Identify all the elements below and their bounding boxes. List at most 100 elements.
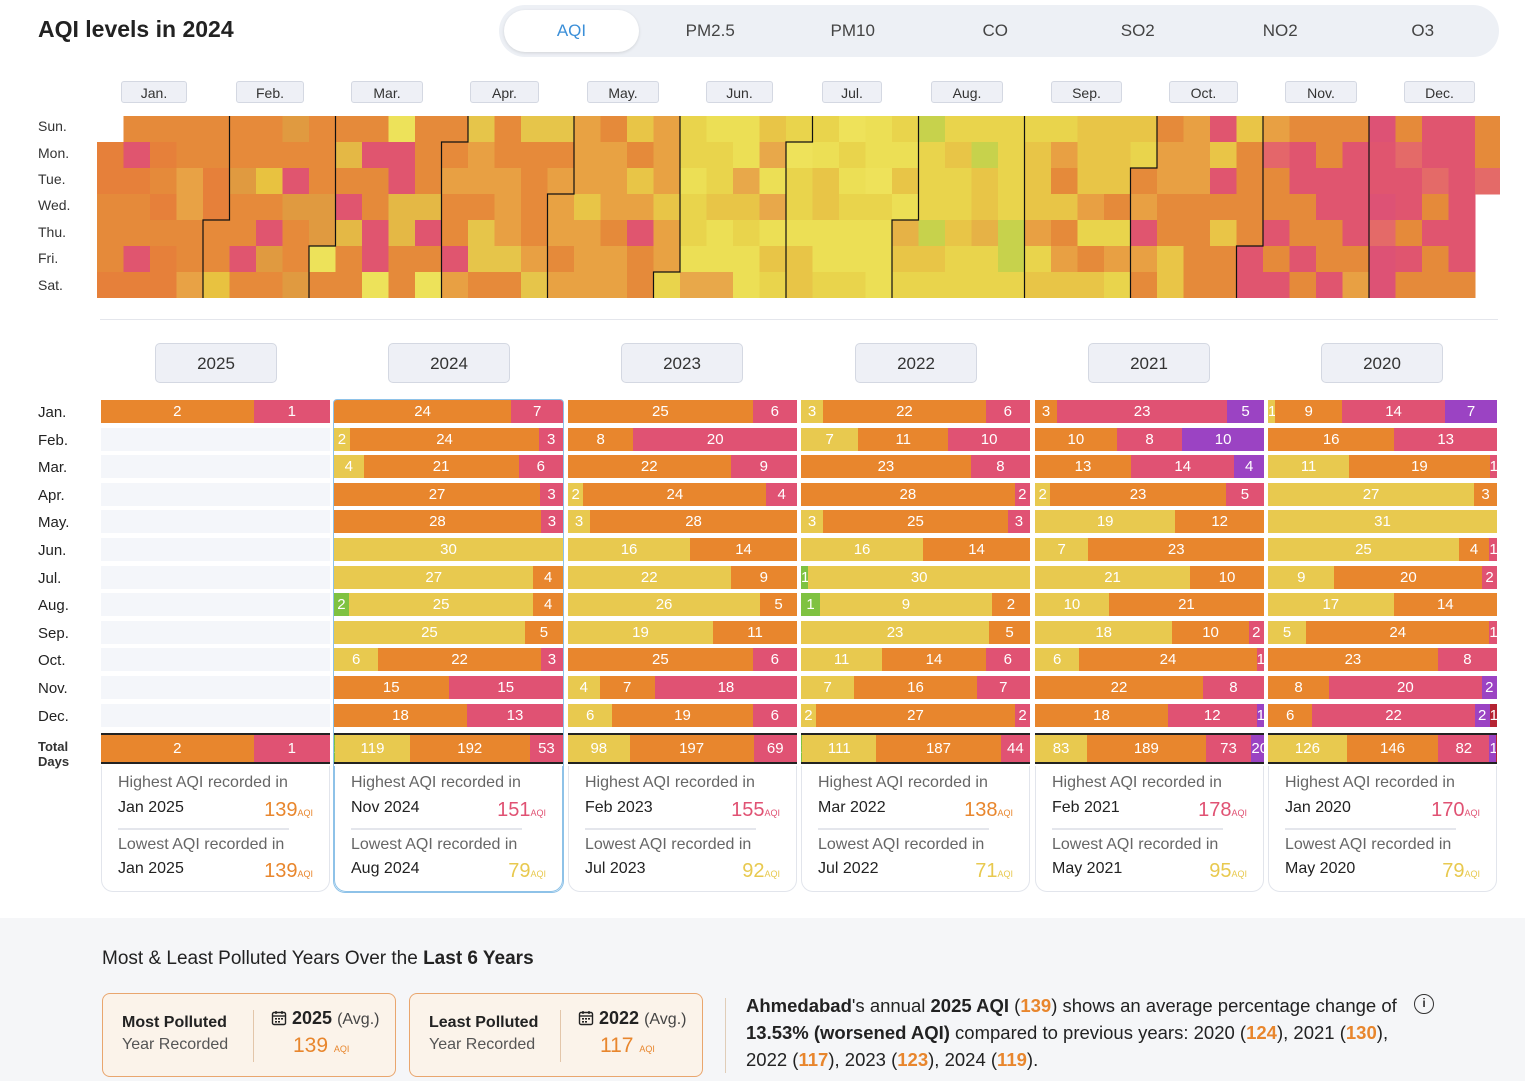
lowest-value: 139AQI <box>264 860 313 883</box>
heatmap-month-8: Aug. <box>931 81 1003 103</box>
heatmap-cell <box>1263 272 1290 298</box>
highest-value: 138AQI <box>964 799 1013 822</box>
heatmap-cell <box>733 272 760 298</box>
heatmap-cell <box>998 194 1025 221</box>
month-bar: 25 4 1 <box>1268 538 1497 561</box>
aqi-unit: AQI <box>297 869 313 879</box>
summary-change: 13.53% (worsened AQI) <box>746 1022 950 1043</box>
tab-pm10[interactable]: PM10 <box>830 21 875 40</box>
heatmap-cell <box>945 194 972 221</box>
segment-orange: 10 <box>1035 428 1117 451</box>
heatmap-cell <box>468 272 495 298</box>
segment-red: 14 <box>1131 455 1235 478</box>
least-polluted-sub: Year Recorded <box>429 1036 536 1053</box>
segment-red: 8 <box>1116 428 1183 451</box>
tab-co[interactable]: CO <box>982 21 1009 40</box>
heatmap-cell <box>945 168 972 195</box>
month-boundary <box>785 116 814 298</box>
heatmap-cell <box>176 220 204 247</box>
heatmap-cell <box>600 194 628 221</box>
summary-text: compared to previous years: <box>949 1022 1194 1043</box>
heatmap-cell <box>786 220 813 247</box>
info-icon[interactable]: i <box>1414 994 1434 1014</box>
segment-orange: 16 <box>854 676 977 699</box>
heatmap-cell <box>1289 142 1317 169</box>
segment-yellow: 1 <box>1268 400 1276 423</box>
month-bar: 22 8 <box>1035 676 1264 699</box>
tab-aqi[interactable]: AQI <box>504 10 639 52</box>
month-bar <box>101 566 330 589</box>
heatmap-month-11: Nov. <box>1285 81 1357 103</box>
month-boundary <box>546 116 575 298</box>
heatmap-cell <box>1210 142 1237 169</box>
heatmap-cell <box>1210 116 1237 143</box>
aqi-unit: AQI <box>639 1044 655 1054</box>
heatmap-cell <box>415 168 442 195</box>
heatmap-cell <box>1395 272 1423 298</box>
heatmap-cell <box>1104 168 1131 195</box>
tab-o3[interactable]: O3 <box>1411 21 1435 40</box>
heatmap-cell <box>547 194 575 221</box>
heatmap-cell <box>441 194 469 221</box>
heatmap-cell <box>176 168 204 195</box>
month-bar: 19 12 <box>1035 510 1264 533</box>
segment-orange: 16 <box>1268 428 1395 451</box>
highest-date: Jan 2025 <box>118 799 184 816</box>
year-button-2021[interactable]: 2021 <box>1088 343 1210 383</box>
heatmap-cell <box>415 142 442 169</box>
month-bar: 21 10 <box>1035 566 1264 589</box>
tab-so2[interactable]: SO2 <box>1120 21 1155 40</box>
heatmap-cell <box>998 272 1025 298</box>
heatmap-cell <box>150 168 177 195</box>
year-button-2020[interactable]: 2020 <box>1321 343 1443 383</box>
lowest-title: Lowest AQI recorded in <box>1285 836 1452 853</box>
heatmap-cell <box>229 194 257 221</box>
heatmap-cell <box>839 194 866 221</box>
heatmap-cell <box>1448 194 1476 221</box>
segment-purple: 1 <box>1256 704 1264 727</box>
month-bar: 18 10 2 <box>1035 621 1264 644</box>
segment-yellow: 2 <box>801 704 816 727</box>
month-bar: 7 11 10 <box>801 428 1030 451</box>
heatmap-cell <box>1024 116 1052 143</box>
year-button-2024[interactable]: 2024 <box>388 343 510 383</box>
tab-pm25[interactable]: PM2.5 <box>685 21 735 40</box>
heatmap-cell <box>229 246 257 273</box>
calendar-heatmap <box>97 116 1500 298</box>
tab-no2[interactable]: NO2 <box>1262 21 1298 40</box>
segment-red: 73 <box>1205 735 1252 762</box>
lowest-aqi: 92 <box>742 860 765 882</box>
segment-yellow: 25 <box>334 621 525 644</box>
heatmap-cell <box>1024 246 1052 273</box>
heatmap-cell <box>759 116 787 143</box>
segment-green: 2 <box>334 735 336 762</box>
year-button-2022[interactable]: 2022 <box>855 343 977 383</box>
heatmap-cell <box>627 142 654 169</box>
heatmap-cell <box>176 272 204 298</box>
segment-orange: 5 <box>524 621 563 644</box>
heatmap-cell <box>786 194 813 221</box>
segment-orange: 24 <box>349 428 540 451</box>
year-button-2025[interactable]: 2025 <box>155 343 277 383</box>
heatmap-cell <box>706 220 734 247</box>
heatmap-cell <box>1077 220 1105 247</box>
segment-orange: 4 <box>533 593 563 616</box>
heatmap-cell <box>1157 116 1184 143</box>
heatmap-cell <box>759 220 787 247</box>
heatmap-cell <box>362 168 389 195</box>
heatmap-cell <box>600 272 628 298</box>
month-bar: 22 9 <box>568 566 797 589</box>
heatmap-cell <box>1289 272 1317 298</box>
heatmap-cell <box>1422 168 1449 195</box>
year-summary-card-2021: Highest AQI recorded in Feb 2021 178AQI Low… <box>1035 766 1264 892</box>
heatmap-cell <box>1077 194 1105 221</box>
segment-yellow: 26 <box>568 593 761 616</box>
month-bar: 31 <box>1268 510 1497 533</box>
year-button-2023[interactable]: 2023 <box>621 343 743 383</box>
heatmap-cell <box>468 142 495 169</box>
month-bar: 23 8 <box>1268 648 1497 671</box>
heatmap-cell <box>335 142 363 169</box>
month-bar: 16 13 <box>1268 428 1497 451</box>
heatmap-month-9: Sep. <box>1051 81 1122 103</box>
highest-aqi: 151 <box>497 799 531 821</box>
